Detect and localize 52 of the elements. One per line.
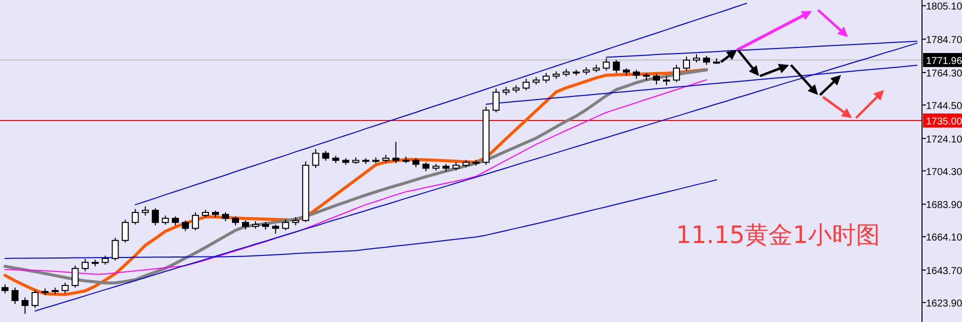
- candlestick: [422, 162, 430, 172]
- candlestick: [102, 255, 109, 266]
- candlestick: [392, 141, 400, 164]
- candlestick: [162, 215, 169, 226]
- candlestick: [2, 284, 9, 294]
- ref-line-label: 1771.96: [926, 56, 962, 68]
- y-tick-label: 1704.30: [926, 166, 962, 178]
- candlestick: [703, 55, 710, 66]
- candlestick: [282, 219, 290, 231]
- candlestick: [412, 158, 420, 168]
- candlestick: [662, 76, 670, 86]
- candlestick: [112, 237, 119, 262]
- candlestick: [602, 58, 610, 72]
- y-tick-label: 1623.90: [926, 298, 962, 310]
- candlestick: [652, 73, 660, 86]
- y-tick-label: 1724.10: [926, 134, 962, 146]
- candlestick: [142, 206, 149, 216]
- candlestick: [272, 224, 280, 234]
- candlestick: [522, 78, 530, 91]
- candlestick: [132, 208, 139, 226]
- candlestick: [182, 220, 189, 232]
- y-tick-label: 1643.70: [926, 266, 962, 278]
- candlestick: [322, 150, 330, 162]
- candlestick: [312, 148, 320, 169]
- candlestick: [62, 282, 69, 294]
- candlestick: [72, 264, 79, 288]
- line-series: [134, 2, 748, 206]
- candlestick: [632, 69, 640, 80]
- y-tick-label: 1683.90: [926, 200, 962, 212]
- candlestick: [172, 216, 179, 226]
- candlestick: [82, 258, 89, 272]
- y-tick-label: 1744.50: [926, 100, 962, 112]
- candlestick: [22, 296, 29, 314]
- candlestick: [672, 64, 680, 83]
- y-tick-label: 1764.30: [926, 68, 962, 80]
- candlestick: [682, 56, 690, 72]
- candlestick: [492, 88, 500, 113]
- candlestick: [242, 220, 250, 230]
- y-tick-label: 1664.10: [926, 232, 962, 244]
- candlestick: [542, 72, 550, 84]
- candlestick: [612, 59, 620, 74]
- candlestick: [222, 212, 229, 222]
- y-tick-label: 1784.70: [926, 35, 962, 46]
- candlestick: [192, 212, 199, 231]
- candlestick: [232, 216, 240, 226]
- candlestick: [32, 290, 39, 309]
- candlestick: [12, 287, 19, 304]
- y-tick-label: 1805.10: [926, 2, 962, 13]
- candlestick: [152, 208, 159, 226]
- candlestick: [122, 219, 129, 244]
- ref-line-label: 1735.00: [926, 116, 962, 128]
- annotation: 11.15黄金1小时图: [676, 221, 880, 249]
